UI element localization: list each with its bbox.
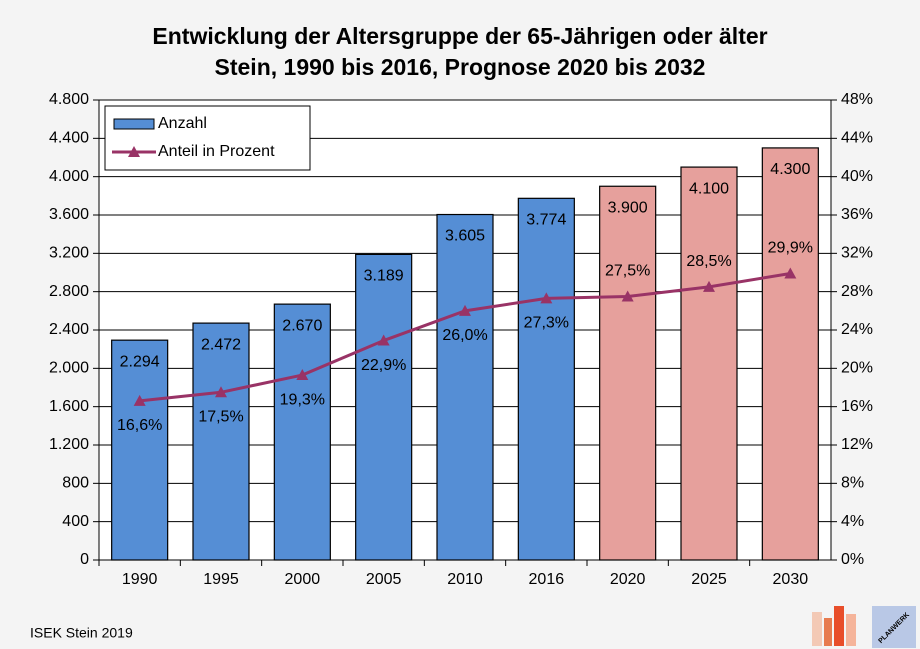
y2-tick-label: 4% <box>841 513 864 530</box>
y2-tick-label: 8% <box>841 475 864 492</box>
line-value-label: 29,9% <box>768 240 813 257</box>
legend-label: Anteil in Prozent <box>158 143 275 160</box>
y2-tick-label: 12% <box>841 436 873 453</box>
bar <box>680 166 738 561</box>
y2-tick-label: 28% <box>841 283 873 300</box>
legend-swatch <box>128 146 140 157</box>
y2-tick-label: 36% <box>841 206 873 223</box>
marker <box>133 394 146 406</box>
bar-value-label: 2.472 <box>201 336 241 353</box>
bar-value-label: 4.300 <box>770 161 810 178</box>
marker <box>703 280 715 292</box>
line-value-label: 28,5% <box>686 253 731 270</box>
legend <box>104 105 311 171</box>
bar-value-label: 4.100 <box>689 180 729 197</box>
bar-value-label: 3.774 <box>526 212 566 229</box>
bar <box>355 253 413 561</box>
bar <box>111 339 169 561</box>
x-tick-label: 2010 <box>447 571 483 588</box>
marker <box>459 304 471 316</box>
bar-value-label: 2.670 <box>282 317 322 334</box>
x-tick-label: 2000 <box>285 571 321 588</box>
footer: ISEK Stein 2019 <box>30 625 133 641</box>
y2-tick-label: 32% <box>841 245 873 262</box>
y2-tick-label: 20% <box>841 360 873 377</box>
bar <box>192 322 250 561</box>
y2-tick-label: 0% <box>841 551 864 568</box>
y2-tick-label: 40% <box>841 168 873 185</box>
marker <box>621 290 634 302</box>
bar <box>599 185 657 561</box>
line-value-label: 26,0% <box>442 327 487 344</box>
chart-title: Entwicklung der Altersgruppe der 65-Jähr… <box>152 23 767 49</box>
y2-tick-label: 24% <box>841 321 873 338</box>
y2-tick-label: 16% <box>841 398 873 415</box>
y-tick-label: 2.000 <box>49 360 89 377</box>
marker <box>784 267 797 279</box>
x-tick-label: 2016 <box>529 571 565 588</box>
bar <box>273 303 331 561</box>
marker <box>215 386 227 398</box>
bar-value-label: 3.605 <box>445 228 485 245</box>
x-tick-label: 2025 <box>691 571 727 588</box>
marker <box>377 334 390 346</box>
x-tick-label: 2030 <box>773 571 809 588</box>
marker <box>296 369 309 381</box>
y-tick-label: 1.600 <box>49 398 89 415</box>
y-tick-label: 800 <box>62 475 89 492</box>
bar <box>517 197 575 561</box>
bar <box>436 213 494 561</box>
bar-value-label: 3.189 <box>364 268 404 285</box>
y2-tick-label: 48% <box>841 91 873 108</box>
y-tick-label: 0 <box>80 551 89 568</box>
legend-swatch <box>113 118 155 130</box>
bar-value-label: 3.900 <box>608 199 648 216</box>
marker <box>540 292 553 304</box>
y-tick-label: 2.800 <box>49 283 89 300</box>
y2-tick-label: 44% <box>841 130 873 147</box>
line-value-label: 19,3% <box>280 391 325 408</box>
line-value-label: 17,5% <box>198 409 243 426</box>
y-tick-label: 2.400 <box>49 321 89 338</box>
logo: PLANWERK <box>812 606 916 648</box>
y-tick-label: 4.000 <box>49 168 89 185</box>
legend-label: Anzahl <box>158 115 207 132</box>
bar-value-label: 2.294 <box>120 353 160 370</box>
y-tick-label: 4.400 <box>49 130 89 147</box>
y-tick-label: 3.200 <box>49 245 89 262</box>
line-value-label: 27,3% <box>524 315 569 332</box>
line-value-label: 27,5% <box>605 263 650 280</box>
line-value-label: 22,9% <box>361 357 406 374</box>
y-tick-label: 1.200 <box>49 436 89 453</box>
x-tick-label: 2020 <box>610 571 646 588</box>
y-tick-label: 400 <box>62 513 89 530</box>
y-tick-label: 3.600 <box>49 206 89 223</box>
plot-frame <box>98 99 832 561</box>
x-tick-label: 1995 <box>203 571 239 588</box>
x-tick-label: 1990 <box>122 571 158 588</box>
line-value-label: 16,6% <box>117 417 162 434</box>
y-tick-label: 4.800 <box>49 91 89 108</box>
bar <box>761 147 819 561</box>
chart-subtitle: Stein, 1990 bis 2016, Prognose 2020 bis … <box>215 54 706 80</box>
x-tick-label: 2005 <box>366 571 402 588</box>
